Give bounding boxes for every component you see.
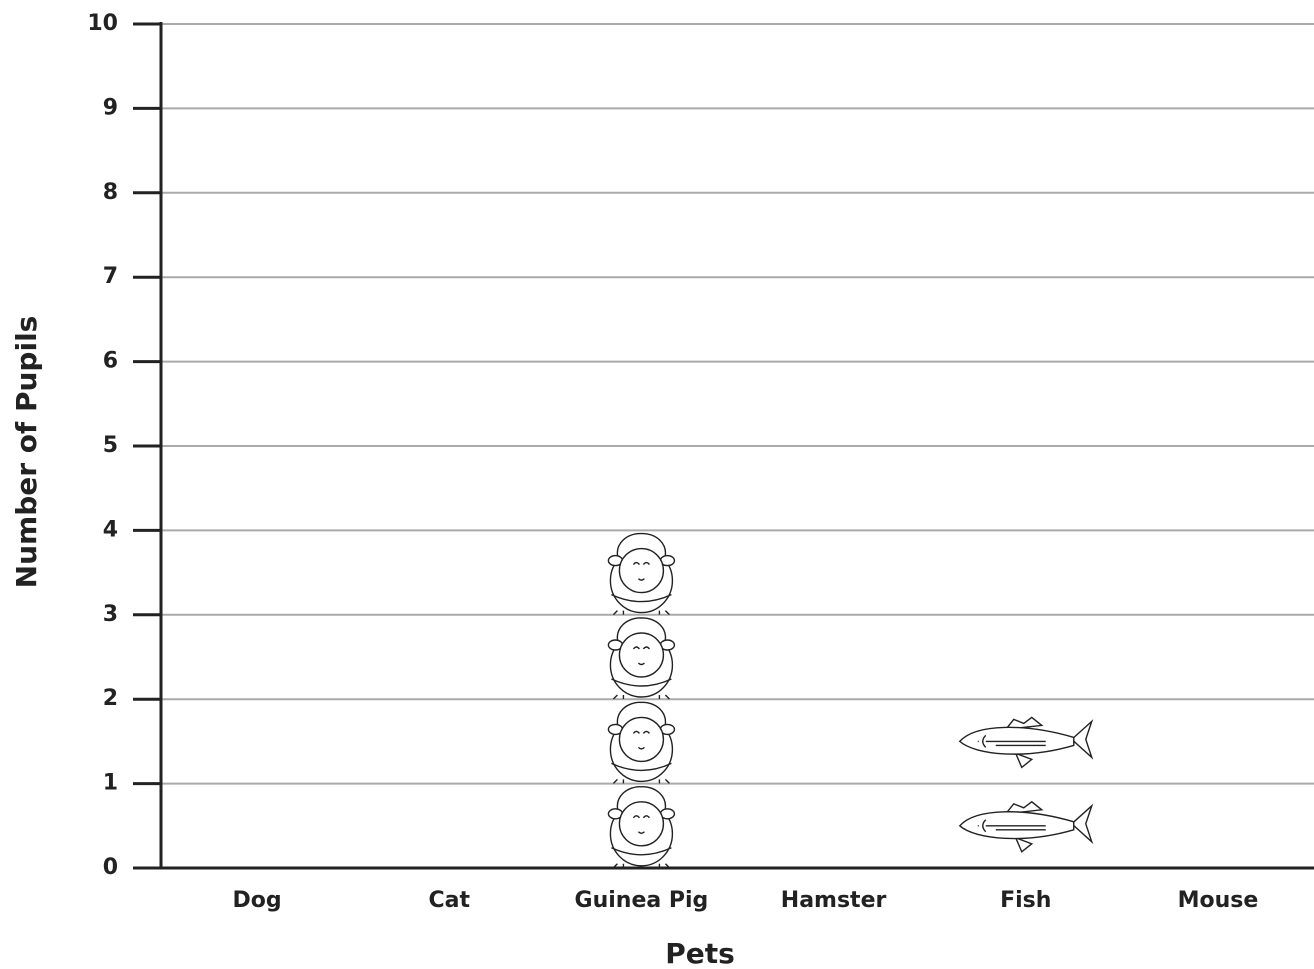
x-tick-label: Guinea Pig: [575, 888, 709, 913]
x-tick-label: Hamster: [781, 888, 887, 913]
pictogram-icon: [607, 786, 676, 869]
y-tick-label: 6: [103, 349, 118, 374]
y-tick-label: 8: [103, 180, 118, 205]
y-tick-label: 3: [103, 602, 118, 627]
x-tick-label: Dog: [233, 888, 282, 913]
pictogram-icon: [959, 716, 1093, 769]
x-tick-label: Mouse: [1178, 888, 1259, 913]
y-tick-label: 4: [103, 517, 118, 542]
y-tick-label: 7: [103, 264, 118, 289]
y-tick-label: 10: [87, 11, 118, 36]
y-tick-label: 5: [103, 433, 118, 458]
pictogram-icon: [607, 532, 676, 616]
x-axis-title: Pets: [665, 937, 735, 969]
y-tick-label: 0: [103, 855, 118, 880]
y-tick-label: 2: [103, 686, 118, 711]
pictogram-icon: [607, 617, 676, 700]
x-tick-label: Fish: [1000, 888, 1051, 913]
y-axis-title: Number of Pupils: [10, 316, 43, 589]
x-tick-label: Cat: [428, 888, 470, 913]
pictogram-icon: [959, 801, 1093, 853]
y-tick-label: 9: [103, 95, 118, 120]
y-tick-label: 1: [103, 771, 118, 796]
pictogram-column: [607, 532, 676, 869]
pictogram-icon: [607, 701, 676, 785]
